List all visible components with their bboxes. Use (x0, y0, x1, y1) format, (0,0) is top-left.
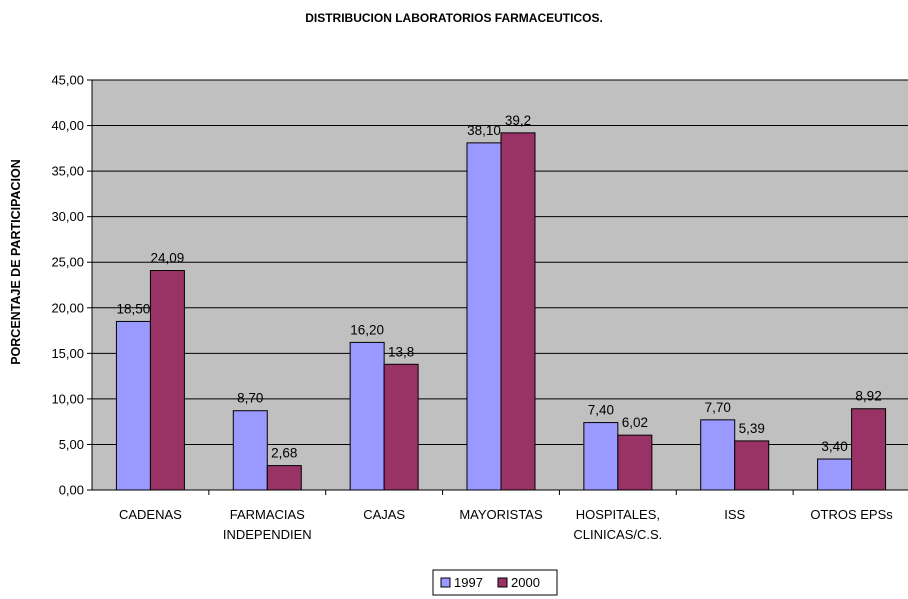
legend-label: 2000 (511, 575, 540, 590)
data-label: 24,09 (151, 251, 185, 266)
bar-2000[interactable] (500, 132, 536, 491)
x-tick-label: OTROS EPSs (810, 507, 893, 522)
x-tick-label: CLINICAS/C.S. (573, 527, 662, 542)
data-label: 6,02 (622, 415, 648, 430)
x-tick-label: ISS (724, 507, 745, 522)
legend (432, 569, 558, 596)
x-tick-label: INDEPENDIEN (223, 527, 312, 542)
bar-1997[interactable] (466, 142, 502, 491)
bar-1997[interactable] (232, 410, 268, 491)
chart-title: DISTRIBUCION LABORATORIOS FARMACEUTICOS. (305, 11, 603, 25)
legend-swatch-1997 (440, 577, 451, 588)
bar-2000[interactable] (149, 270, 185, 491)
legend-label: 1997 (454, 575, 483, 590)
x-tick-label: HOSPITALES, (576, 507, 660, 522)
x-tick-label: CADENAS (119, 507, 182, 522)
y-tick-label: 45,00 (51, 73, 84, 88)
data-label: 39,2 (505, 113, 531, 128)
legend-swatch-2000 (497, 577, 508, 588)
bar-2000[interactable] (617, 434, 653, 491)
bar-1997[interactable] (115, 320, 151, 491)
bar-2000[interactable] (383, 363, 419, 491)
y-tick-label: 5,00 (59, 437, 84, 452)
y-tick-label: 20,00 (51, 300, 84, 315)
y-tick-label: 25,00 (51, 255, 84, 270)
bar-2000[interactable] (851, 408, 887, 491)
y-tick-label: 35,00 (51, 164, 84, 179)
x-tick-label: FARMACIAS (230, 507, 305, 522)
data-label: 7,40 (588, 403, 614, 418)
bar-1997[interactable] (700, 419, 736, 491)
bar-2000[interactable] (734, 440, 770, 491)
data-label: 8,70 (237, 391, 263, 406)
data-label: 3,40 (821, 439, 847, 454)
y-tick-label: 10,00 (51, 391, 84, 406)
data-label: 16,20 (350, 322, 384, 337)
bar-2000[interactable] (266, 465, 302, 491)
data-label: 18,50 (117, 301, 151, 316)
y-tick-label: 40,00 (51, 118, 84, 133)
bar-1997[interactable] (583, 422, 619, 491)
data-label: 5,39 (739, 421, 765, 436)
bar-1997[interactable] (349, 341, 385, 491)
data-label: 38,10 (467, 123, 501, 138)
y-tick-label: 0,00 (59, 483, 84, 498)
data-label: 8,92 (855, 389, 881, 404)
data-label: 13,8 (388, 344, 414, 359)
x-tick-label: MAYORISTAS (459, 507, 543, 522)
y-tick-label: 15,00 (51, 346, 84, 361)
data-label: 7,70 (705, 400, 731, 415)
bar-1997[interactable] (817, 458, 853, 491)
data-label: 2,68 (271, 446, 297, 461)
y-tick-label: 30,00 (51, 209, 84, 224)
x-tick-label: CAJAS (363, 507, 405, 522)
